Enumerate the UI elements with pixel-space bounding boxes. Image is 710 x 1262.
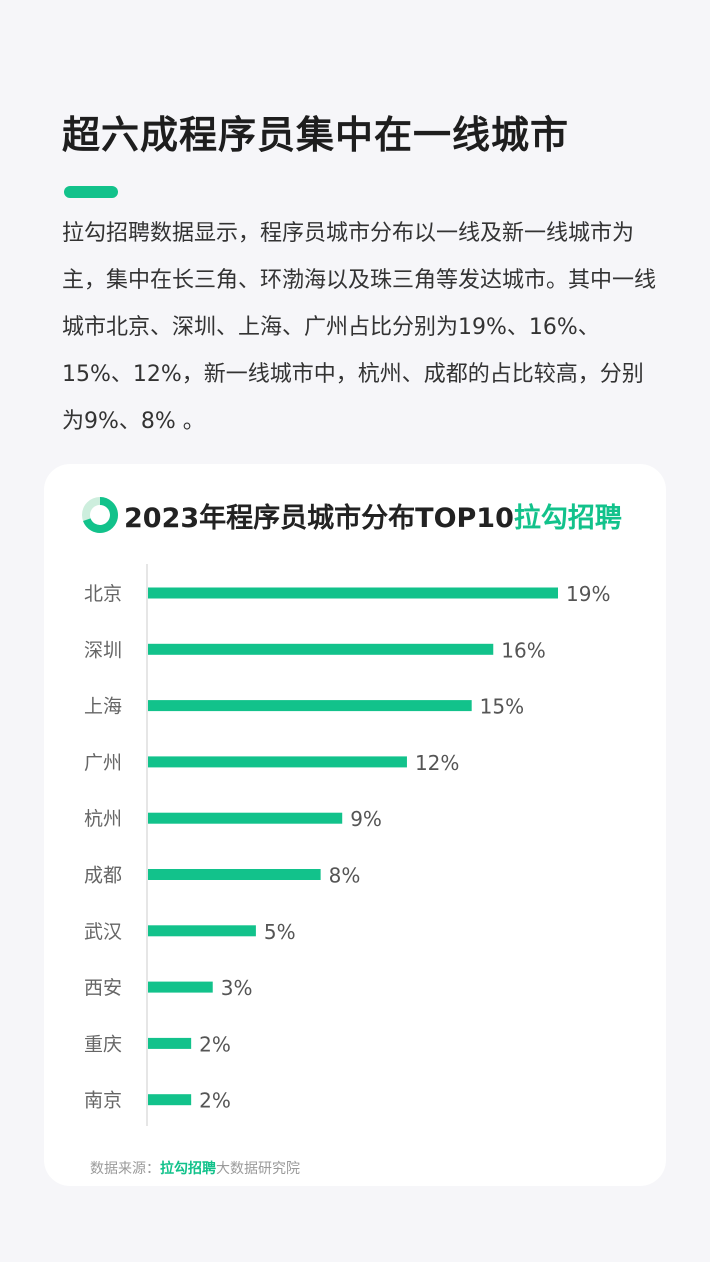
value-label: 2% bbox=[199, 1089, 231, 1113]
source-brand: 拉勾招聘 bbox=[160, 1161, 216, 1177]
category-label: 北京 bbox=[84, 583, 122, 605]
bar-chart: 北京 19% 深圳 16% 上海 15% 广州 12% 杭州 9% 成都 8% 武汉 5% 西安 3% 重庆 2%… bbox=[84, 564, 610, 1126]
bar-武汉 bbox=[148, 925, 256, 937]
value-label: 16% bbox=[501, 638, 545, 662]
headline-accent-bar bbox=[64, 186, 118, 198]
intro-paragraph: 拉勾招聘数据显示，程序员城市分布以一线及新一线城市为主，集中在长三角、环渤海以及… bbox=[62, 221, 657, 434]
chart-brand-name: 拉勾招聘 bbox=[513, 502, 622, 534]
bar-北京 bbox=[148, 587, 558, 599]
page-headline: 超六成程序员集中在一线城市 bbox=[62, 113, 570, 157]
value-label: 9% bbox=[350, 807, 382, 831]
bar-成都 bbox=[148, 869, 321, 880]
value-label: 5% bbox=[264, 920, 296, 944]
value-label: 19% bbox=[566, 582, 610, 606]
bar-广州 bbox=[148, 756, 407, 768]
value-label: 15% bbox=[480, 695, 524, 719]
source-suffix: 大数据研究院 bbox=[216, 1161, 300, 1177]
value-label: 3% bbox=[221, 976, 253, 1000]
bar-深圳 bbox=[148, 643, 494, 655]
bar-南京 bbox=[148, 1094, 192, 1106]
category-label: 重庆 bbox=[84, 1033, 122, 1055]
category-label: 西安 bbox=[84, 977, 122, 999]
category-label: 成都 bbox=[84, 865, 122, 887]
bar-重庆 bbox=[148, 1037, 192, 1049]
category-label: 深圳 bbox=[84, 639, 122, 661]
bar-上海 bbox=[148, 700, 472, 712]
chart-card: 2023年程序员城市分布TOP10 拉勾招聘 北京 19% 深圳 16% 上海 15% 广州… bbox=[44, 464, 666, 1186]
category-label: 南京 bbox=[84, 1090, 122, 1112]
bar-西安 bbox=[148, 981, 213, 993]
value-label: 8% bbox=[329, 864, 361, 888]
value-label: 2% bbox=[199, 1032, 231, 1056]
category-label: 上海 bbox=[84, 696, 122, 718]
source-prefix: 数据来源： bbox=[90, 1161, 160, 1177]
category-label: 广州 bbox=[84, 752, 122, 774]
category-label: 杭州 bbox=[84, 808, 122, 830]
chart-header: 2023年程序员城市分布TOP10 拉勾招聘 bbox=[80, 492, 622, 538]
chart-title: 2023年程序员城市分布TOP10 bbox=[124, 502, 514, 534]
value-label: 12% bbox=[415, 751, 459, 775]
bar-杭州 bbox=[148, 812, 343, 824]
ring-logo-icon bbox=[82, 497, 118, 533]
category-label: 武汉 bbox=[84, 921, 122, 943]
data-source-note: 数据来源：拉勾招聘大数据研究院 bbox=[90, 1158, 300, 1178]
